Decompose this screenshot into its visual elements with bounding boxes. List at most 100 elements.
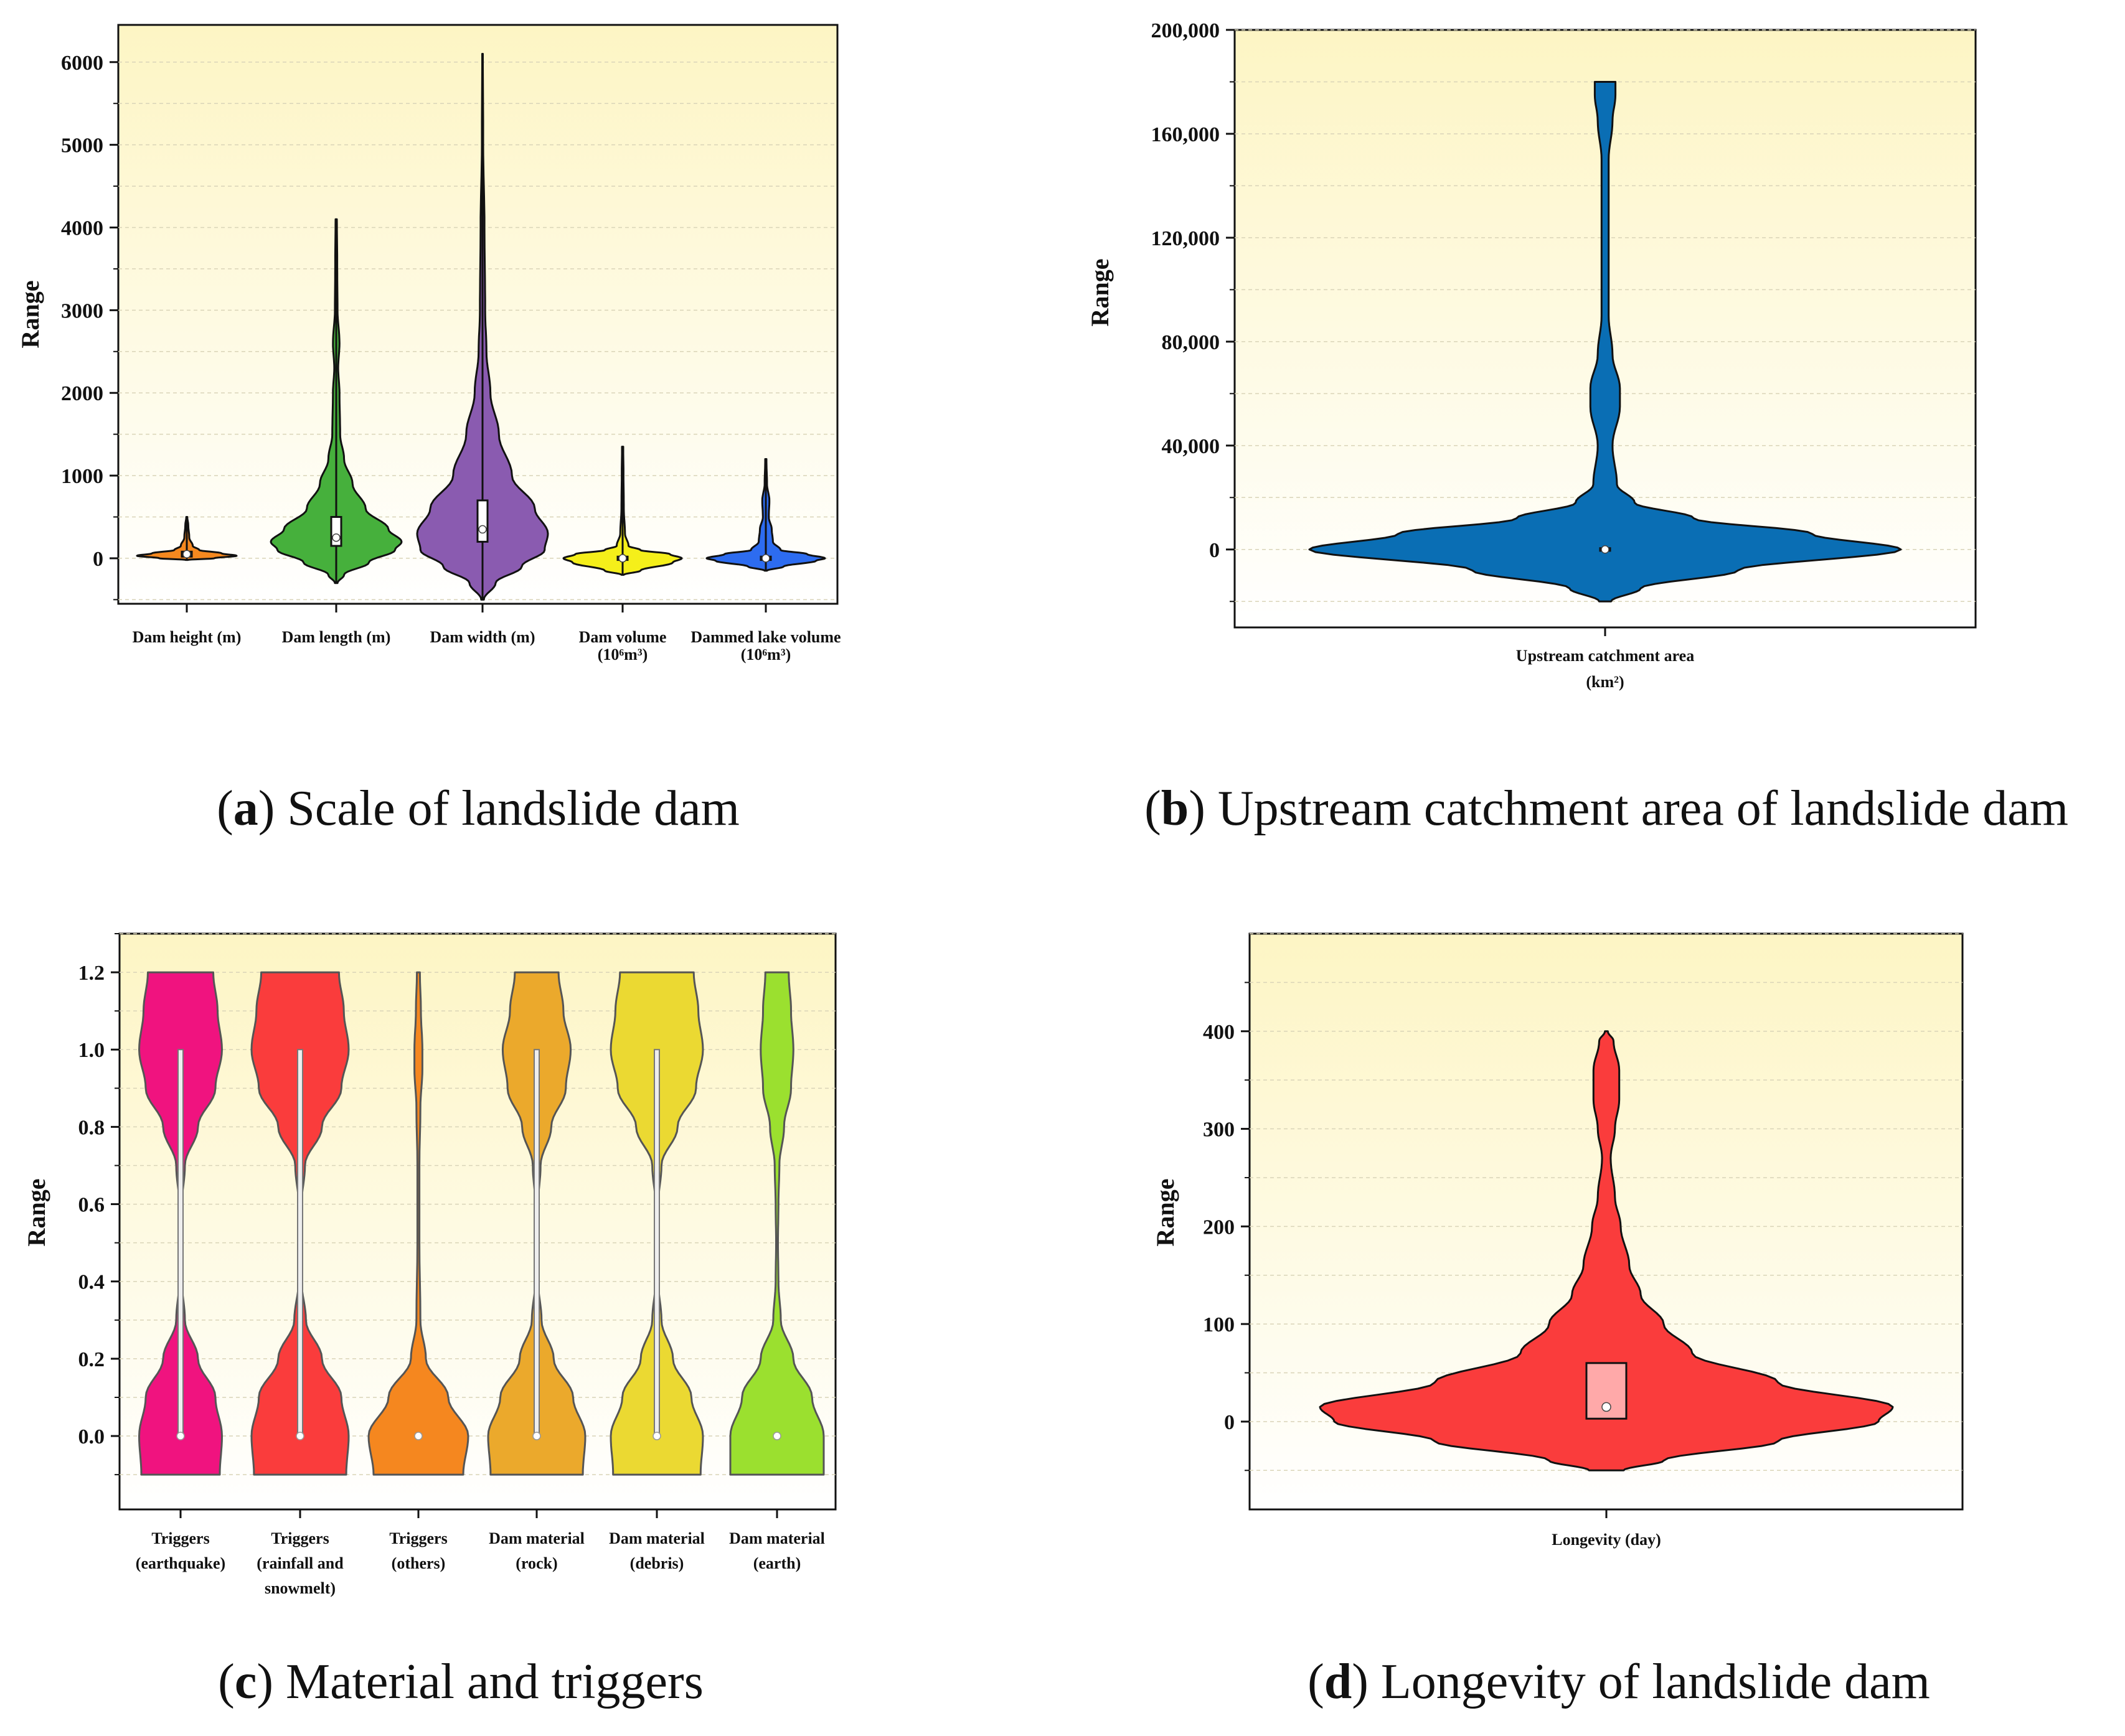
y-tick-label: 0.8 [78,1116,105,1139]
panel-d-violins [1319,1030,1894,1471]
panel-c-material-and-triggers: 0.0 0.2 0.4 0.6 0.8 1.0 1.2 Triggers (earthquak… [22,932,837,1709]
violin-median-dot [1601,545,1609,554]
panel-d-y-axis-label: Range [1151,1179,1179,1247]
y-tick-label: 0 [1209,539,1220,562]
violin-median-dot [761,554,770,563]
violin-box [177,1049,184,1437]
violin-box [476,499,489,543]
panel-a-y-axis-label: Range [16,281,44,349]
x-category-label: (10⁶m³) [598,645,648,664]
y-tick-label: 0 [1224,1411,1235,1434]
panel-c-category-labels: Triggers (earthquake) Triggers (rainfall an… [136,1509,825,1597]
violin-body [729,971,825,1476]
panel-d-caption: (d) Longevity of landslide dam [1308,1654,1930,1709]
y-tick-label: 0.0 [78,1425,105,1448]
panel-a-caption: (a) Scale of landslide dam [217,781,740,836]
panel-a-scale-of-landslide-dam: 0 1000 2000 3000 4000 5000 6000 Dam height (m)… [16,24,841,836]
violin-median-dot [618,554,627,563]
violin-median-dot [478,525,487,534]
violin-median-dot [653,1432,661,1440]
violin-median-dot [1601,1402,1611,1412]
panel-c-caption: (c) Material and triggers [218,1654,704,1709]
panel-a-caption-letter: a [233,781,258,836]
x-category-label: (rainfall and [257,1554,344,1572]
panel-b-caption-letter: b [1161,781,1189,836]
panel-d-longevity: 0 100 200 300 400 Longevity (day) Range (d) … [1151,932,1964,1709]
y-tick-label: 0.6 [78,1194,105,1217]
y-tick-label: 200,000 [1151,19,1220,42]
violin-box [534,1049,540,1437]
x-category-label: (rock) [516,1554,557,1572]
panel-b-caption: (b) Upstream catchment area of landslide… [1144,781,2068,836]
x-category-label: Triggers [389,1529,447,1547]
panel-b-violins [1308,81,1902,603]
y-tick-label: 0.2 [78,1348,105,1371]
y-tick-label: 1.2 [78,962,105,985]
panel-c-caption-text: Material and triggers [273,1654,704,1709]
y-tick-label: 120,000 [1151,227,1220,250]
y-tick-label: 100 [1203,1313,1235,1336]
panel-d-category-labels: Longevity (day) [1552,1509,1661,1549]
panel-d-caption-text: Longevity of landslide dam [1369,1654,1930,1709]
panel-a-category-labels: Dam height (m) Dam length (m) Dam width (m… [133,604,841,664]
x-category-label: snowmelt) [265,1579,336,1597]
y-tick-label: 4000 [61,217,103,240]
x-category-label: Upstream catchment area [1516,647,1694,665]
panel-c-plot-area [118,932,837,1511]
violin-median-dot [296,1432,304,1440]
y-tick-label: 80,000 [1162,331,1220,354]
x-category-label: Dam length (m) [282,628,391,646]
x-category-label: (km²) [1586,673,1624,691]
y-tick-label: 40,000 [1162,435,1220,458]
panel-a-violins [136,53,826,601]
panel-b-upstream-catchment-area: 0 40,000 80,000 120,000 160,000 200,000 Upstr… [1086,19,2068,836]
panel-b-y-axis-label: Range [1086,259,1114,327]
panel-b-caption-text: Upstream catchment area of landslide dam [1205,781,2068,836]
x-category-label: Dam material [489,1529,585,1547]
x-category-label: Dam volume [579,628,667,646]
x-category-label: Triggers [271,1529,329,1547]
x-category-label: Longevity (day) [1552,1531,1661,1549]
violin-median-dot [532,1432,541,1440]
y-tick-label: 3000 [61,299,103,322]
y-tick-label: 6000 [61,52,103,75]
panel-c-gridlines [120,933,836,1475]
y-tick-label: 300 [1203,1119,1235,1142]
x-category-label: (earth) [753,1554,801,1572]
violin-box [654,1049,660,1437]
y-tick-label: 2000 [61,382,103,405]
y-tick-label: 0.4 [78,1271,105,1294]
x-category-label: (debris) [630,1554,684,1572]
panel-c-y-ticks: 0.0 0.2 0.4 0.6 0.8 1.0 1.2 [78,933,120,1476]
violin-box [297,1049,303,1437]
violin-median-dot [182,550,191,559]
panel-d-caption-letter: d [1324,1654,1352,1709]
y-tick-label: 1.0 [78,1039,105,1062]
violin-median-dot [332,533,341,542]
y-tick-label: 1000 [61,465,103,488]
panel-a-gridlines [118,62,837,601]
violin-median-dot [176,1432,185,1440]
x-category-label: (others) [392,1554,446,1572]
panel-c-y-axis-label: Range [22,1179,50,1247]
panel-a-caption-text: Scale of landslide dam [275,781,739,836]
x-category-label: Triggers [151,1529,209,1547]
violin-body [1308,81,1902,603]
panel-b-category-labels: Upstream catchment area (km²) [1516,627,1694,691]
x-category-label: (earthquake) [136,1554,225,1572]
panel-d-y-ticks: 0 100 200 300 400 [1203,982,1250,1471]
x-category-label: Dam width (m) [430,628,535,646]
y-tick-label: 400 [1203,1021,1235,1044]
y-tick-label: 200 [1203,1216,1235,1239]
violin-median-dot [414,1432,423,1440]
panel-b-y-ticks: 0 40,000 80,000 120,000 160,000 200,000 [1151,19,1235,603]
x-category-label: (10⁶m³) [741,645,791,664]
y-tick-label: 0 [93,548,103,571]
violin-body [367,971,469,1476]
y-tick-label: 160,000 [1151,123,1220,146]
x-category-label: Dam height (m) [133,628,242,646]
panel-a-y-ticks: 0 1000 2000 3000 4000 5000 6000 [61,52,118,601]
x-category-label: Dammed lake volume [690,628,841,646]
x-category-label: Dam material [729,1529,825,1547]
